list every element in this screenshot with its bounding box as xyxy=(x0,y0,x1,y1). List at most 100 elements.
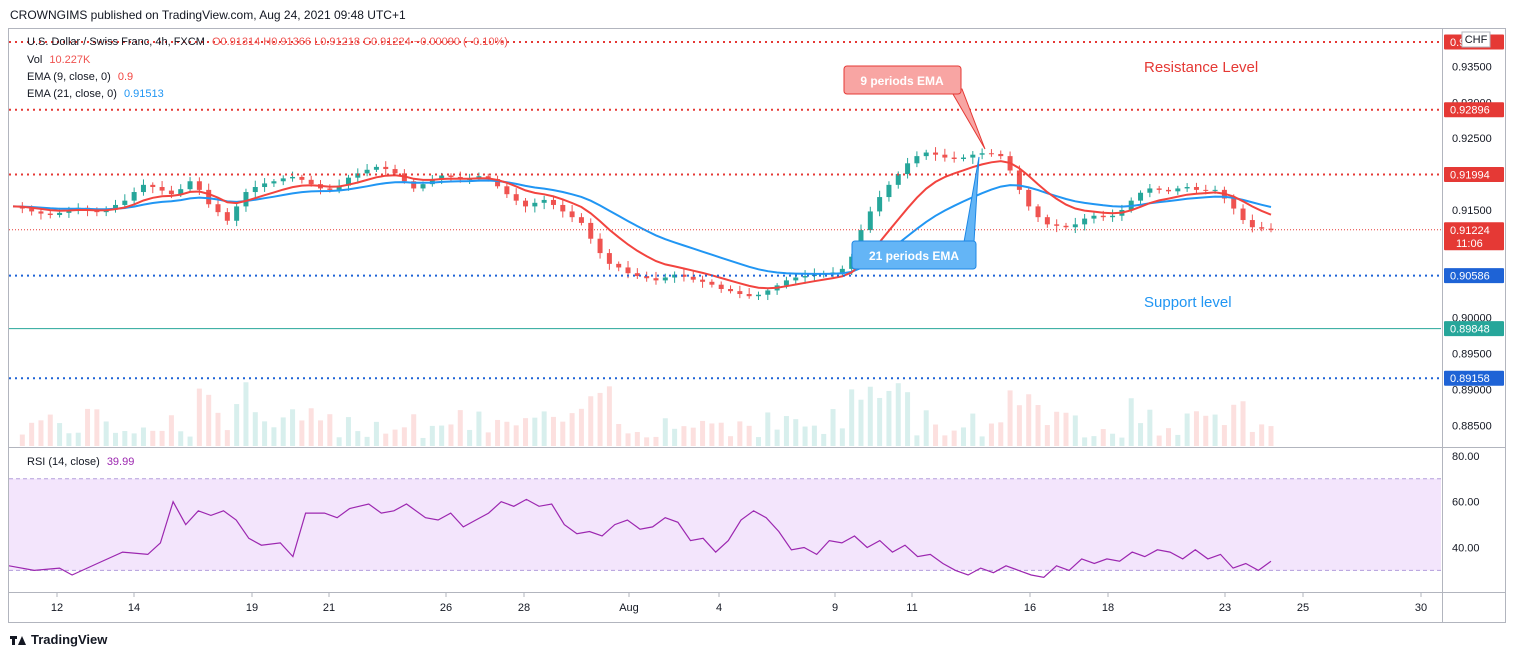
symbol-name: U.S. Dollar / Swiss Franc, 4h, FXCM xyxy=(27,36,205,48)
volume-bar xyxy=(392,429,398,446)
candle-body xyxy=(336,185,342,190)
volume-bar xyxy=(476,411,482,446)
support-annotation: Support level xyxy=(1144,294,1232,311)
volume-value: 10.227K xyxy=(49,54,91,66)
price-tick-label: 0.89000 xyxy=(1452,385,1492,397)
ema9-callout-pointer xyxy=(949,88,986,150)
volume-bar xyxy=(131,433,137,446)
volume-bar xyxy=(606,386,612,446)
candle-body xyxy=(420,184,426,189)
volume-bar xyxy=(523,418,529,446)
volume-bar xyxy=(373,421,379,446)
ema9-callout-text: 9 periods EMA xyxy=(860,74,944,88)
price-label-box xyxy=(1444,167,1504,183)
candle-body xyxy=(122,200,128,205)
candle-body xyxy=(951,157,957,159)
currency-badge-text: CHF xyxy=(1465,34,1488,46)
candle-body xyxy=(1016,170,1022,190)
time-tick-label: 19 xyxy=(246,602,258,614)
volume-bar xyxy=(737,421,743,446)
candle-body xyxy=(653,278,659,281)
volume-bar xyxy=(1026,394,1032,446)
publisher-header: CROWNGIMS published on TradingView.com, … xyxy=(10,8,406,22)
volume-bar xyxy=(178,431,184,446)
volume-bar xyxy=(85,408,91,446)
ema9-line xyxy=(12,160,1272,290)
price-tick-label: 0.88500 xyxy=(1452,420,1492,432)
candle-body xyxy=(150,184,156,188)
candle-body xyxy=(495,179,501,187)
volume-bar xyxy=(578,408,584,446)
candle-body xyxy=(1203,189,1209,191)
volume-bar xyxy=(867,386,873,446)
ohlc-values: O0.91314 H0.91366 L0.91218 C0.91224 −0.0… xyxy=(211,36,508,48)
candle-body xyxy=(532,202,538,207)
candle-body xyxy=(308,179,314,185)
volume-bar xyxy=(569,413,575,446)
rsi-value: 39.99 xyxy=(106,456,135,468)
candle-body xyxy=(634,273,640,277)
volume-label: Vol xyxy=(27,54,43,66)
volume-bar xyxy=(1054,411,1060,446)
candle-body xyxy=(877,197,883,212)
volume-bar xyxy=(411,414,417,446)
candle-body xyxy=(280,178,286,182)
rsi-pane: 80.00 60.00 40.00 xyxy=(9,451,1480,578)
volume-bar xyxy=(420,437,426,446)
candle-body xyxy=(1044,217,1050,225)
candle-body xyxy=(737,291,743,295)
volume-bar xyxy=(802,426,808,446)
tradingview-footer[interactable]: TradingView xyxy=(10,632,107,647)
volume-bar xyxy=(644,437,650,446)
volume-bar xyxy=(774,429,780,446)
rsi-tick-label: 80.00 xyxy=(1452,451,1480,463)
candle-body xyxy=(755,294,761,297)
candle-body xyxy=(1249,220,1255,228)
volume-bar xyxy=(1156,435,1162,446)
volume-bar xyxy=(187,436,193,446)
candle-body xyxy=(998,153,1004,157)
volume-bar xyxy=(1212,414,1218,446)
volume-bar xyxy=(224,430,230,446)
volume-bar xyxy=(653,436,659,446)
candle-body xyxy=(187,181,193,190)
volume-bar xyxy=(271,427,277,446)
volume-bar xyxy=(877,397,883,446)
time-tick-label: 26 xyxy=(440,602,452,614)
time-tick-label: 4 xyxy=(716,602,722,614)
volume-bar xyxy=(1016,405,1022,446)
volume-bar xyxy=(1072,415,1078,446)
volume-bar xyxy=(495,419,501,446)
candle-body xyxy=(131,192,137,201)
volume-bar xyxy=(700,420,706,446)
ema21-callout: 21 periods EMA xyxy=(851,156,980,270)
time-tick-label: 12 xyxy=(51,602,63,614)
volume-bar xyxy=(1147,409,1153,446)
volume-bar xyxy=(383,433,389,446)
candle-body xyxy=(140,184,146,193)
volume-bar xyxy=(662,418,668,446)
volume-bar xyxy=(765,412,771,446)
volume-bar xyxy=(47,414,53,446)
price-chart[interactable]: 0.935000.930000.925000.920000.915000.910… xyxy=(9,29,1505,622)
volume-bar xyxy=(1193,411,1199,446)
candle-body xyxy=(709,281,715,285)
candle-body xyxy=(765,290,771,295)
ema9-value: 0.9 xyxy=(117,71,134,83)
volume-bar xyxy=(1100,429,1106,446)
candle-body xyxy=(504,186,510,195)
volume-bar xyxy=(429,425,435,446)
candle-body xyxy=(523,200,529,207)
volume-bar xyxy=(895,383,901,446)
price-label-box xyxy=(1444,370,1504,386)
volume-bar xyxy=(1249,431,1255,446)
candle-body xyxy=(271,181,277,184)
candle-body xyxy=(262,183,268,188)
volume-bar xyxy=(485,432,491,446)
volume-bar xyxy=(1203,415,1209,446)
candle-body xyxy=(1072,224,1078,228)
candle-body xyxy=(923,152,929,157)
volume-bar xyxy=(150,430,156,446)
candle-body xyxy=(215,204,221,213)
